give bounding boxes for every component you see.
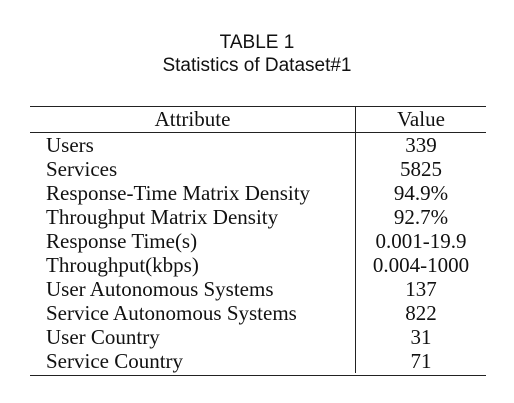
bottom-rule [30,375,486,376]
table-row: User Country 31 [30,325,486,349]
attribute-cell: Response Time(s) [30,229,356,253]
table-row: Throughput Matrix Density 92.7% [30,205,486,229]
attribute-cell: User Country [30,325,356,349]
header-value: Value [397,107,445,131]
table-row: Response-Time Matrix Density 94.9% [30,181,486,205]
table-row: Services 5825 [30,157,486,181]
value-cell: 94.9% [393,181,449,205]
attribute-cell: Services [30,157,356,181]
attribute-cell: Users [30,133,356,157]
value-cell: 0.001-19.9 [375,229,467,253]
top-rule [30,106,486,107]
attribute-cell: Service Country [30,349,356,373]
statistics-table: Attribute Value Users 339 Services 5825 … [30,106,486,376]
table-row: Response Time(s) 0.001-19.9 [30,229,486,253]
table-row: Throughput(kbps) 0.004-1000 [30,253,486,277]
header-row: Attribute Value [30,107,486,132]
table-number: TABLE 1 [219,32,295,53]
value-cell: 31 [410,325,432,349]
table-row: Service Country 71 [30,349,486,373]
value-cell: 137 [405,277,437,301]
attribute-cell: Response-Time Matrix Density [30,181,356,205]
table-title: Statistics of Dataset#1 [162,55,352,76]
value-cell: 0.004-1000 [372,253,470,277]
attribute-cell: Throughput(kbps) [30,253,356,277]
table-row: User Autonomous Systems 137 [30,277,486,301]
table-row: Service Autonomous Systems 822 [30,301,486,325]
table-row: Users 339 [30,133,486,157]
value-cell: 339 [405,133,437,157]
value-cell: 71 [410,349,432,373]
attribute-cell: User Autonomous Systems [30,277,356,301]
value-cell: 5825 [400,157,442,181]
attribute-cell: Service Autonomous Systems [30,301,356,325]
header-rule [30,132,486,133]
header-attribute: Attribute [30,107,356,132]
value-cell: 92.7% [393,205,449,229]
attribute-cell: Throughput Matrix Density [30,205,356,229]
value-cell: 822 [405,301,437,325]
